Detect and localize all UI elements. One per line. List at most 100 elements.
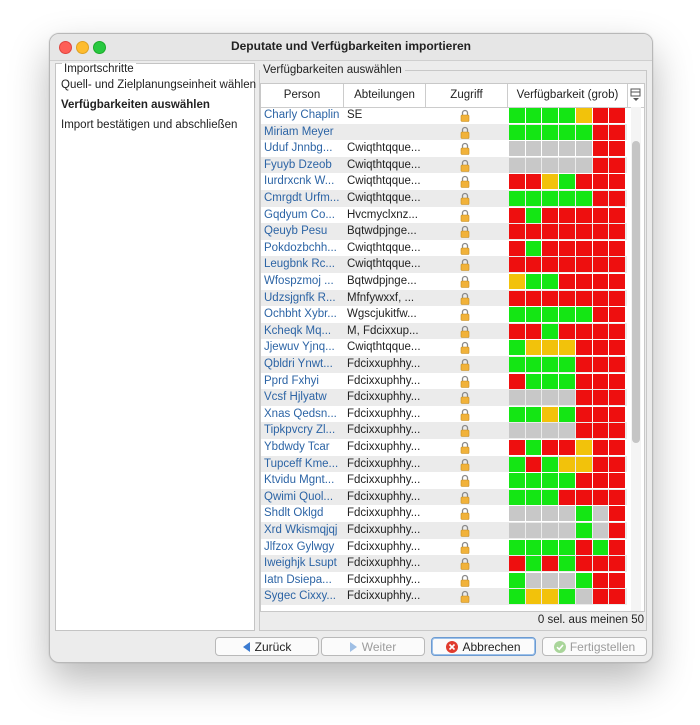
person-cell[interactable]: Cmrgdt Urfm... xyxy=(264,192,340,204)
table-row[interactable]: Sygec Cixxy... Fdcixxuphhy... xyxy=(261,588,627,605)
table-row[interactable]: Pprd Fxhyi Fdcixxuphhy... xyxy=(261,373,627,390)
availability-segment xyxy=(525,589,542,605)
table-row[interactable]: Xnas Qedsn... Fdcixxuphhy... xyxy=(261,406,627,423)
person-cell[interactable]: Sygec Cixxy... xyxy=(264,590,336,603)
person-cell[interactable]: Tupceff Kme... xyxy=(264,457,339,470)
availability-segment xyxy=(575,307,592,323)
table-row[interactable]: Qwimi Quol... Fdcixxuphhy... xyxy=(261,488,627,506)
availability-segment xyxy=(509,440,525,455)
availability-segment xyxy=(542,174,559,190)
person-cell[interactable]: Pprd Fxhyi xyxy=(264,374,319,387)
table-row[interactable]: Cmrgdt Urfm... Cwiqthtqque... xyxy=(261,190,627,207)
person-cell[interactable]: Xrd Wkismqjqj xyxy=(264,524,338,536)
person-cell[interactable]: Shdlt Oklgd xyxy=(264,507,324,520)
table-row[interactable]: Ochbht Xybr... Wgscjukitfw... xyxy=(261,306,627,323)
person-cell[interactable]: Uduf Jnnbg... xyxy=(264,142,333,155)
scrollbar-thumb[interactable] xyxy=(632,141,640,443)
availability-segment xyxy=(542,141,559,157)
table-row[interactable]: Charly Chaplin SE xyxy=(261,107,627,124)
maximize-window-button[interactable] xyxy=(93,41,106,54)
table-row[interactable]: Ktvidu Mgnt... Fdcixxuphhy... xyxy=(261,472,627,489)
person-cell[interactable]: Udzsjgnfk R... xyxy=(264,291,336,304)
table-row[interactable]: Kcheqk Mq... M, Fdcixxup... xyxy=(261,322,627,340)
column-header-zugriff[interactable]: Zugriff xyxy=(426,84,508,107)
person-cell[interactable]: Jlfzox Gylwgy xyxy=(264,540,335,553)
column-chooser-icon[interactable] xyxy=(630,88,642,102)
person-cell[interactable]: Charly Chaplin xyxy=(264,109,340,121)
person-cell[interactable]: Miriam Meyer xyxy=(264,125,334,138)
person-cell[interactable]: Wfospzmoj ... xyxy=(264,275,334,287)
availability-segment xyxy=(575,257,592,273)
close-window-button[interactable] xyxy=(59,41,72,54)
table-row[interactable]: Iatn Dsiepa... Fdcixxuphhy... xyxy=(261,572,627,589)
table-row[interactable]: Vcsf Hjlyatw Fdcixxuphhy... xyxy=(261,389,627,406)
table-row[interactable]: Xrd Wkismqjqj Fdcixxuphhy... xyxy=(261,522,627,539)
person-cell[interactable]: Ochbht Xybr... xyxy=(264,308,337,321)
next-button[interactable]: Weiter xyxy=(321,637,425,656)
table-row[interactable]: Qbldri Ynwt... Fdcixxuphhy... xyxy=(261,356,627,373)
availability-segment xyxy=(592,539,609,555)
availability-segment xyxy=(525,323,542,339)
availability-bar xyxy=(509,556,626,572)
availability-bar xyxy=(509,307,626,323)
table-row[interactable]: Shdlt Oklgd Fdcixxuphhy... xyxy=(261,505,627,522)
table-row[interactable]: Pokdozbchh... Cwiqthtqque... xyxy=(261,240,627,257)
person-cell[interactable]: Jjewuv Yjnq... xyxy=(264,341,335,354)
person-cell[interactable]: Ktvidu Mgnt... xyxy=(264,474,335,487)
table-row[interactable]: Ybdwdy Tcar Fdcixxuphhy... xyxy=(261,439,627,456)
person-cell[interactable]: Iatn Dsiepa... xyxy=(264,573,332,586)
person-cell[interactable]: Iweighjk Lsupt xyxy=(264,557,337,570)
table-row[interactable]: Wfospzmoj ... Bqtwdpjnge... xyxy=(261,273,627,290)
table-row[interactable]: Jlfzox Gylwgy Fdcixxuphhy... xyxy=(261,539,627,556)
person-cell[interactable]: Leugbnk Rc... xyxy=(264,258,335,271)
person-cell[interactable]: Qbldri Ynwt... xyxy=(264,358,333,370)
availability-segment xyxy=(509,456,525,472)
lock-icon xyxy=(460,159,470,172)
vertical-scrollbar[interactable] xyxy=(631,107,641,611)
person-cell[interactable]: Kcheqk Mq... xyxy=(264,324,332,337)
person-cell[interactable]: Vcsf Hjlyatw xyxy=(264,391,327,404)
availability-bar xyxy=(509,157,626,173)
cancel-button[interactable]: Abbrechen xyxy=(431,637,536,656)
back-button[interactable]: Zurück xyxy=(215,637,319,656)
table-row[interactable]: Tipkpvcry Zl... Fdcixxuphhy... xyxy=(261,422,627,439)
availability-segment xyxy=(509,373,525,389)
availability-bar xyxy=(509,174,626,190)
table-row[interactable]: Miriam Meyer xyxy=(261,123,627,141)
person-cell[interactable]: Gqdyum Co... xyxy=(264,208,335,221)
table-row[interactable]: Iurdrxcnk W... Cwiqthtqque... xyxy=(261,173,627,190)
minimize-window-button[interactable] xyxy=(76,41,89,54)
lock-icon xyxy=(460,242,470,255)
person-cell[interactable]: Qwimi Quol... xyxy=(264,490,334,503)
table-row[interactable]: Iweighjk Lsupt Fdcixxuphhy... xyxy=(261,555,627,572)
person-cell[interactable]: Tipkpvcry Zl... xyxy=(264,424,336,437)
availability-segment xyxy=(509,307,525,323)
title-bar: Deputate und Verfügbarkeiten importieren xyxy=(50,34,652,61)
availability-segment xyxy=(542,539,559,555)
finish-button[interactable]: Fertigstellen xyxy=(542,637,647,656)
person-cell[interactable]: Ybdwdy Tcar xyxy=(264,441,330,453)
availability-segment xyxy=(525,191,542,206)
person-cell[interactable]: Pokdozbchh... xyxy=(264,241,337,254)
person-cell[interactable]: Qeuyb Pesu xyxy=(264,225,328,238)
column-header-person[interactable]: Person xyxy=(261,84,344,107)
table-row[interactable]: Fyuyb Dzeob Cwiqthtqque... xyxy=(261,156,627,174)
table-row[interactable]: Leugbnk Rc... Cwiqthtqque... xyxy=(261,256,627,273)
column-header-verfuegbarkeit[interactable]: Verfügbarkeit (grob) xyxy=(508,84,628,107)
lock-icon xyxy=(460,325,470,338)
availability-segment xyxy=(592,307,609,323)
availability-segment xyxy=(509,423,525,439)
person-cell[interactable]: Fyuyb Dzeob xyxy=(264,158,332,171)
table-row[interactable]: Qeuyb Pesu Bqtwdpjnge... xyxy=(261,223,627,240)
table-row[interactable]: Uduf Jnnbg... Cwiqthtqque... xyxy=(261,140,627,157)
table-row[interactable]: Tupceff Kme... Fdcixxuphhy... xyxy=(261,455,627,473)
availability-segment xyxy=(592,440,609,455)
person-cell[interactable]: Xnas Qedsn... xyxy=(264,407,337,420)
lock-icon xyxy=(460,558,470,570)
table-row[interactable]: Gqdyum Co... Hvcmyclxnz... xyxy=(261,207,627,224)
person-cell[interactable]: Iurdrxcnk W... xyxy=(264,175,335,188)
column-header-abteilungen[interactable]: Abteilungen xyxy=(344,84,426,107)
table-row[interactable]: Jjewuv Yjnq... Cwiqthtqque... xyxy=(261,339,627,356)
availability-segment xyxy=(525,473,542,489)
table-row[interactable]: Udzsjgnfk R... Mfnfywxxf, ... xyxy=(261,289,627,307)
